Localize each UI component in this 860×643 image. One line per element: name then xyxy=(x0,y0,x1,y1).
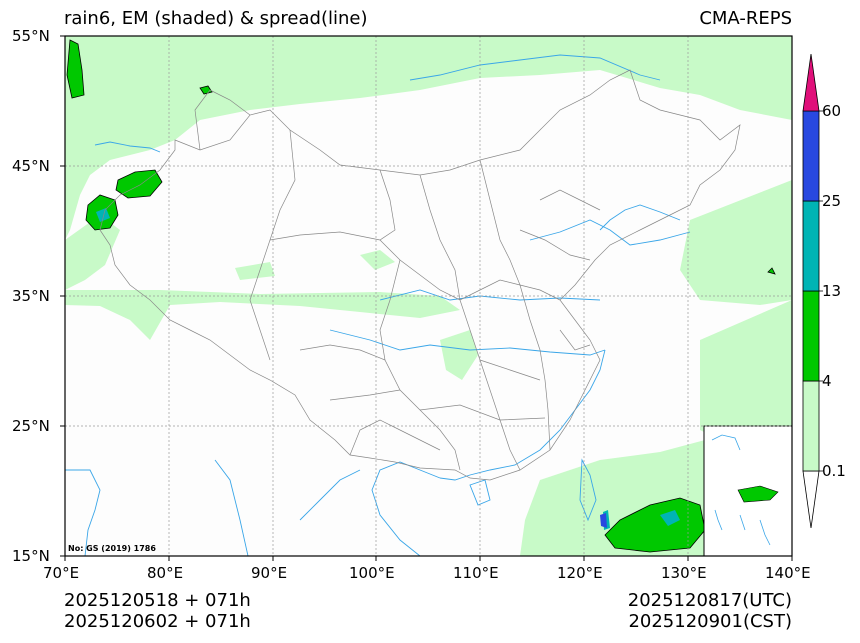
lat-tick-label: 55°N xyxy=(12,27,50,45)
colorbar-bin-1 xyxy=(802,380,820,472)
colorbar-extend-high xyxy=(802,53,820,112)
colorbar-label: 0.1 xyxy=(822,462,846,480)
very-heavy-rain-cores xyxy=(600,513,607,528)
valid-time-cst: 2025120901(CST) xyxy=(628,611,792,632)
lon-tick-label: 80°E xyxy=(147,564,184,582)
colorbar-label: 13 xyxy=(822,282,842,300)
axis-ticks xyxy=(60,35,793,561)
review-number: No: GS (2019) 1786 xyxy=(68,544,156,553)
lat-tick-label: 45°N xyxy=(12,157,50,175)
init-time-utc: 2025120518 + 071h xyxy=(64,590,251,611)
lon-tick-label: 130°E xyxy=(661,564,707,582)
lon-tick-label: 140°E xyxy=(765,564,811,582)
graticule xyxy=(65,36,792,556)
colorbar-bin-2 xyxy=(802,290,820,382)
colorbar-extend-low xyxy=(802,470,820,529)
lon-tick-label: 110°E xyxy=(453,564,499,582)
lat-tick-label: 15°N xyxy=(12,547,50,565)
lon-tick-label: 70°E xyxy=(43,564,80,582)
lat-tick-label: 35°N xyxy=(12,287,50,305)
model-name: CMA-REPS xyxy=(699,8,792,29)
valid-time-utc: 2025120817(UTC) xyxy=(627,590,792,611)
colorbar-bin-4 xyxy=(802,110,820,202)
colorbar-label: 4 xyxy=(822,372,832,390)
colorbar-label: 25 xyxy=(822,192,842,210)
lon-tick-label: 100°E xyxy=(349,564,395,582)
lat-tick-label: 25°N xyxy=(12,417,50,435)
colorbar xyxy=(802,53,823,529)
lon-tick-label: 120°E xyxy=(557,564,603,582)
chart-title: rain6, EM (shaded) & spread(line) xyxy=(64,8,368,29)
colorbar-label: 60 xyxy=(822,102,842,120)
colorbar-bin-3 xyxy=(802,200,820,292)
init-time-cst: 2025120602 + 071h xyxy=(64,611,251,632)
rivers-coastline xyxy=(65,54,691,556)
lon-tick-label: 90°E xyxy=(251,564,288,582)
